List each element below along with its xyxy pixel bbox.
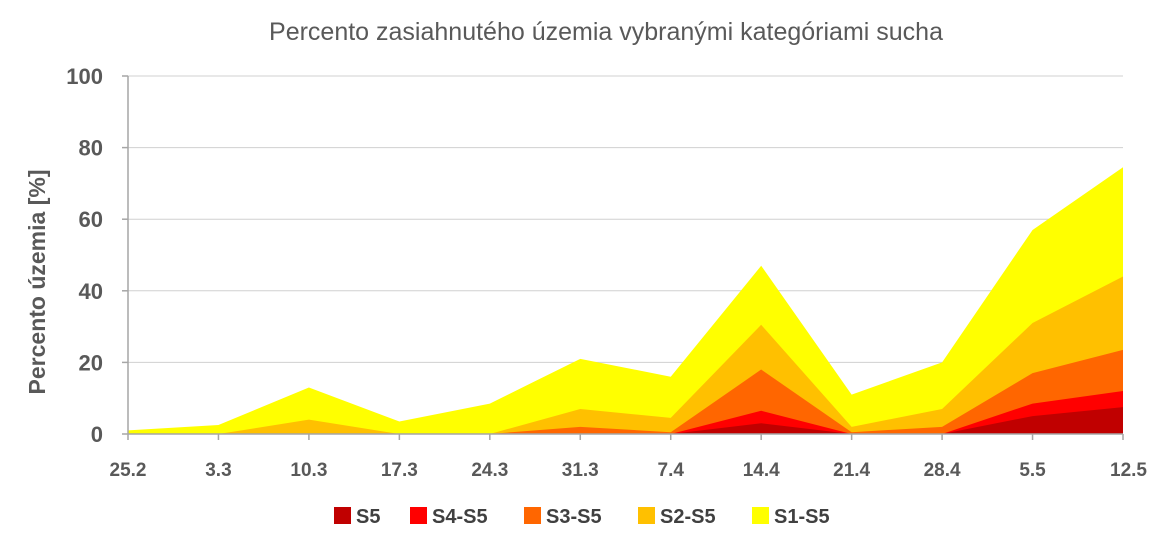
plot-area: [128, 167, 1123, 435]
legend-item-s3-s5: S3-S5: [524, 506, 602, 528]
y-axis-ticks: 0 20 40 60 80 100: [66, 64, 128, 447]
x-tick-label: 25.2: [110, 460, 147, 481]
y-tick-label: 0: [91, 422, 103, 447]
y-tick-label: 60: [79, 207, 103, 232]
x-tick-label: 31.3: [562, 460, 599, 481]
legend-swatch: [334, 507, 351, 524]
y-axis-label: Percento územia [%]: [24, 170, 50, 395]
y-tick-label: 100: [66, 64, 103, 89]
x-tick-label: 7.4: [658, 460, 685, 481]
legend-label: S4-S5: [432, 506, 488, 528]
y-tick-label: 80: [79, 136, 103, 161]
x-tick-label: 3.3: [205, 460, 231, 481]
legend-swatch: [752, 507, 769, 524]
legend-label: S3-S5: [546, 506, 602, 528]
axes: [127, 76, 1123, 435]
y-tick-label: 20: [79, 350, 103, 375]
area-series-s5: [128, 407, 1123, 434]
legend-label: S2-S5: [660, 506, 716, 528]
legend: S5 S4-S5 S3-S5 S2-S5 S1-S5: [334, 506, 830, 528]
x-tick-label: 14.4: [743, 460, 780, 481]
legend-label: S1-S5: [774, 506, 830, 528]
x-axis-ticks: 25.2 3.3 10.3 17.3 24.3 31.3 7.4 14.4 21.4 28.4 5.…: [110, 434, 1147, 481]
x-tick-label: 5.5: [1019, 460, 1046, 481]
legend-label: S5: [356, 506, 380, 528]
x-tick-label: 24.3: [471, 460, 508, 481]
x-tick-label: 12.5: [1110, 460, 1147, 481]
legend-item-s2-s5: S2-S5: [638, 506, 716, 528]
x-tick-label: 21.4: [833, 460, 870, 481]
legend-swatch: [638, 507, 655, 524]
legend-item-s1-s5: S1-S5: [752, 506, 830, 528]
legend-swatch: [524, 507, 541, 524]
legend-item-s4-s5: S4-S5: [410, 506, 488, 528]
x-tick-label: 17.3: [381, 460, 418, 481]
x-tick-label: 10.3: [290, 460, 327, 481]
chart-title: Percento zasiahnutého územia vybranými k…: [269, 18, 943, 46]
y-tick-label: 40: [79, 279, 103, 304]
x-tick-label: 28.4: [924, 460, 961, 481]
legend-swatch: [410, 507, 427, 524]
legend-item-s5: S5: [334, 506, 380, 528]
